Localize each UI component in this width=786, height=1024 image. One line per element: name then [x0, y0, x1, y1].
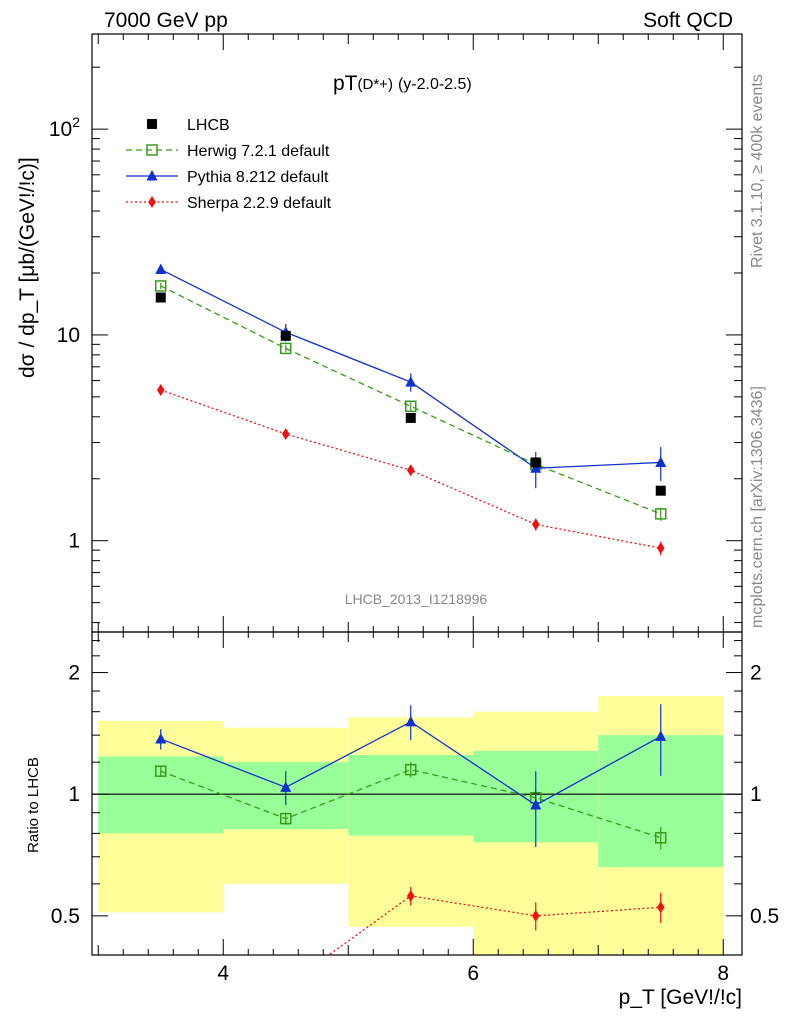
- legend-marker-lhcb: [147, 119, 157, 129]
- ratio-point-pythia: [655, 730, 667, 741]
- main-point-sherpa: [406, 464, 415, 477]
- main-y-axis-title: dσ / dp_T [μb/(GeV!/!c)]: [16, 157, 39, 378]
- ratio-point-herwig: [405, 763, 417, 776]
- main-point-lhcb: [405, 412, 416, 423]
- legend-label-herwig: Herwig 7.2.1 default: [187, 143, 330, 160]
- x-tick-label: 6: [467, 962, 479, 985]
- main-point-pythia: [530, 462, 542, 473]
- main-point-pythia: [405, 376, 417, 387]
- ratio-point-pythia: [530, 799, 542, 810]
- ratio-point-sherpa: [406, 889, 415, 902]
- main-point-lhcb: [530, 457, 541, 468]
- source-label: mcplots.cern.ch [arXiv:1306.3436]: [749, 386, 766, 628]
- legend: LHCB Herwig 7.2.1 default Pythia 8.212 def…: [126, 117, 332, 212]
- ratio-y-tick-label-right: 2: [750, 662, 762, 685]
- main-y-tick-label-base: 10: [49, 118, 72, 141]
- ratio-y-tick-label: 0.5: [51, 905, 80, 928]
- main-point-sherpa: [156, 383, 165, 396]
- x-tick-label: 4: [217, 962, 229, 985]
- x-tick-label: 8: [717, 962, 729, 985]
- ratio-point-sherpa: [531, 909, 540, 922]
- main-point-herwig: [280, 342, 292, 355]
- ratio-point-herwig: [655, 832, 667, 844]
- ratio-point-pythia: [280, 781, 292, 792]
- main-y-tick-label: 1: [68, 530, 80, 553]
- main-point-herwig: [405, 400, 417, 413]
- ratio-panel-frame: [91, 631, 743, 956]
- main-point-herwig: [155, 280, 167, 292]
- ratio-y-axis-title: Ratio to LHCB: [25, 757, 42, 853]
- ratio-point-pythia: [405, 715, 417, 727]
- legend-marker-sherpa: [148, 196, 156, 208]
- legend-label-lhcb: LHCB: [187, 117, 230, 134]
- main-point-sherpa: [531, 518, 540, 531]
- ratio-y-tick-label: 2: [68, 662, 80, 685]
- ratio-point-sherpa: [282, 980, 290, 992]
- plot-title-range: (y-2.0-2.5): [398, 76, 472, 93]
- ratio-point-sherpa: [157, 970, 165, 982]
- main-point-lhcb: [655, 485, 666, 496]
- legend-label-pythia: Pythia 8.212 default: [187, 169, 329, 186]
- main-point-lhcb: [280, 330, 291, 341]
- analysis-watermark: LHCB_2013_I1218996: [345, 591, 488, 607]
- process-label: Soft QCD: [643, 9, 733, 32]
- energy-label: 7000 GeV pp: [104, 9, 228, 32]
- main-series-layer: [155, 263, 667, 556]
- ratio-y-tick-label: 1: [68, 783, 80, 806]
- main-point-sherpa: [281, 428, 290, 441]
- main-y-tick-label: 102: [49, 114, 80, 141]
- ratio-point-pythia: [155, 732, 167, 744]
- main-point-sherpa: [656, 542, 665, 555]
- main-point-pythia: [655, 456, 667, 467]
- legend-marker-pythia: [146, 170, 158, 181]
- main-point-pythia: [155, 263, 167, 274]
- plot-title-main: pT: [333, 72, 358, 95]
- legend-marker-herwig: [146, 144, 158, 156]
- ratio-point-herwig: [280, 812, 292, 825]
- ratio-series-layer: [155, 704, 667, 992]
- x-axis-title: p_T [GeV!/!c]: [619, 986, 742, 1009]
- rivet-label: Rivet 3.1.10, ≥ 400k events: [749, 74, 766, 268]
- main-line-pythia: [160, 268, 661, 469]
- ratio-y-tick-label-right: 1: [750, 783, 762, 806]
- ratio-point-sherpa: [656, 901, 665, 914]
- ratio-point-herwig: [155, 765, 167, 777]
- plot-title-particle: (D*+): [358, 76, 393, 93]
- main-line-herwig: [160, 285, 661, 515]
- main-y-tick-label-exp: 2: [72, 114, 80, 130]
- plot-frames: [91, 33, 743, 956]
- plot-title: pT(D*+) (y-2.0-2.5): [333, 72, 472, 95]
- main-y-tick-label: 10: [57, 324, 80, 347]
- legend-label-sherpa: Sherpa 2.2.9 default: [187, 195, 332, 212]
- ratio-y-tick-label-right: 0.5: [750, 905, 779, 928]
- main-point-herwig: [655, 508, 667, 520]
- main-point-lhcb: [155, 292, 166, 303]
